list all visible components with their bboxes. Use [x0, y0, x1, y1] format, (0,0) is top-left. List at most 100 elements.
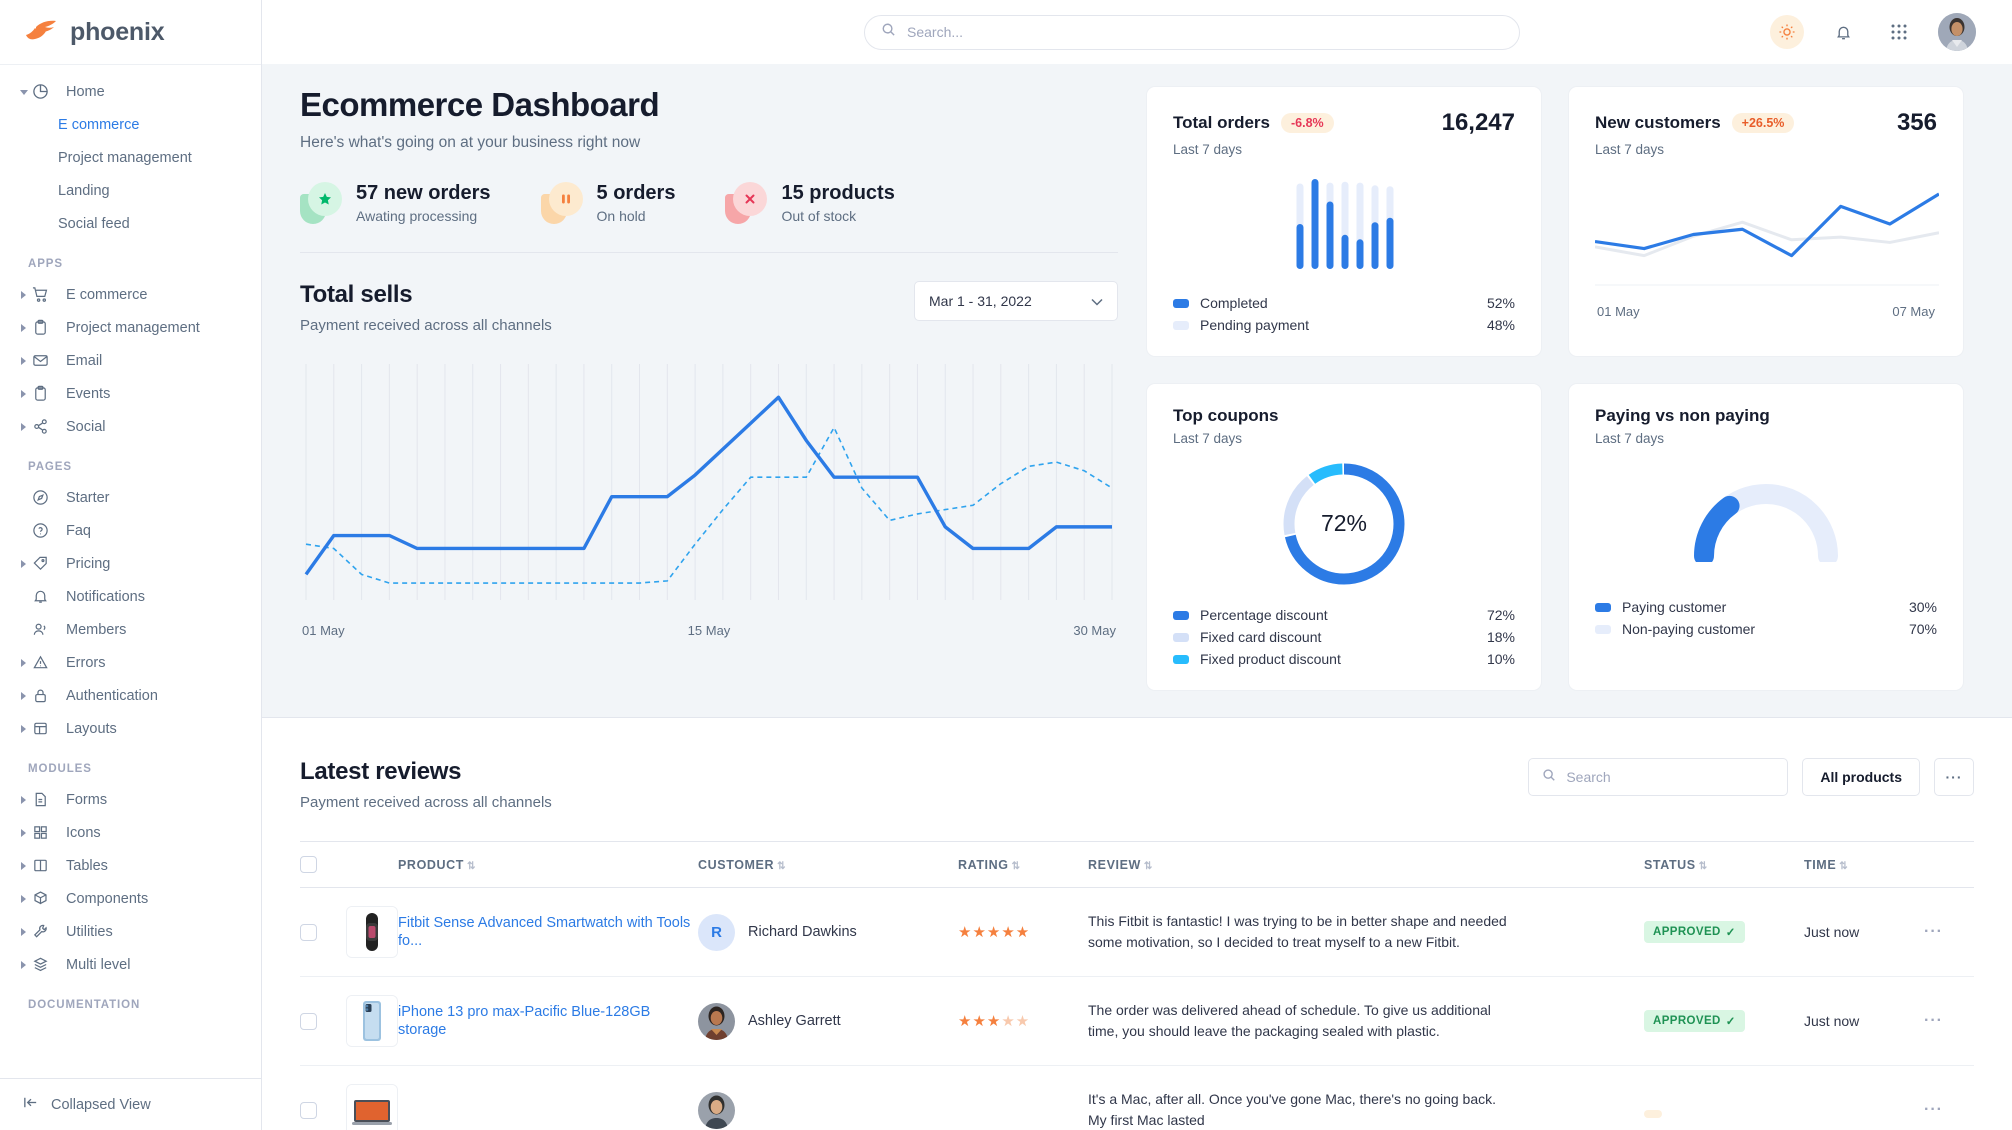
- caret-right-icon: [16, 861, 32, 870]
- legend-swatch: [1173, 654, 1189, 664]
- status-label: APPROVED: [1653, 926, 1721, 938]
- sidebar-item-faq[interactable]: Faq: [0, 514, 261, 547]
- sidebar-item-events[interactable]: Events: [0, 377, 261, 410]
- product-thumbnail: [346, 906, 398, 958]
- sidebar-item-multi-level[interactable]: Multi level: [0, 948, 261, 981]
- sidebar-subitem-social-feed[interactable]: Social feed: [58, 215, 130, 232]
- sidebar-item-home[interactable]: Home: [0, 75, 261, 108]
- sidebar-item-email[interactable]: Email: [0, 344, 261, 377]
- sidebar-item-social[interactable]: Social: [0, 410, 261, 443]
- card-paying-vs-non-paying: Paying vs non paying Last 7 days Payi: [1568, 383, 1964, 691]
- card-top-coupons: Top coupons Last 7 days 72% Percentage: [1146, 383, 1542, 691]
- stat-new-orders-value: 57 new orders: [356, 182, 491, 204]
- caret-right-icon: [16, 828, 32, 837]
- cart-icon: [32, 286, 58, 303]
- row-checkbox[interactable]: [300, 1101, 317, 1119]
- column-customer-label: CUSTOMER: [698, 857, 775, 872]
- sidebar-subitem-ecommerce[interactable]: E commerce: [58, 116, 140, 133]
- legend-item: Pending payment 48%: [1173, 314, 1515, 336]
- row-product-cell: iPhone 13 pro max-Pacific Blue-128GB sto…: [398, 976, 698, 1066]
- latest-reviews-header: Latest reviews Payment received across a…: [300, 758, 1974, 811]
- column-review[interactable]: REVIEW ⇅: [1088, 841, 1644, 888]
- sidebar-item-notifications[interactable]: Notifications: [0, 580, 261, 613]
- sidebar-item-e-commerce[interactable]: E commerce: [0, 278, 261, 311]
- sidebar-item-utilities-label: Utilities: [66, 923, 113, 940]
- avatar[interactable]: [1938, 13, 1976, 51]
- column-product[interactable]: PRODUCT ⇅: [398, 841, 698, 888]
- sidebar-item-starter-label: Starter: [66, 489, 110, 506]
- sidebar-item-members[interactable]: Members: [0, 613, 261, 646]
- caret-right-icon: [16, 290, 32, 299]
- total-sells-chart: 01 May 15 May 30 May: [300, 360, 1118, 638]
- legend-label: Fixed product discount: [1200, 651, 1341, 667]
- column-status[interactable]: STATUS ⇅: [1644, 841, 1804, 888]
- sidebar-item-forms[interactable]: Forms: [0, 783, 261, 816]
- column-rating[interactable]: RATING ⇅: [958, 841, 1088, 888]
- search-input[interactable]: [907, 24, 1503, 40]
- tag-icon: [32, 555, 58, 572]
- row-rating-cell: ★★★★★: [958, 887, 1088, 977]
- reviews-search[interactable]: [1528, 758, 1789, 796]
- grid-squares-icon: [32, 824, 58, 841]
- sidebar-item-errors[interactable]: Errors: [0, 646, 261, 679]
- wrench-icon: [32, 923, 58, 940]
- lock-icon: [32, 687, 58, 704]
- sidebar-item-starter[interactable]: Starter: [0, 481, 261, 514]
- new-customers-x-axis: 01 May 07 May: [1595, 304, 1937, 319]
- reviews-more-button[interactable]: ···: [1934, 758, 1974, 796]
- sidebar-item-icons-label: Icons: [66, 824, 101, 841]
- row-checkbox[interactable]: [300, 1012, 317, 1030]
- sidebar-item-icons[interactable]: Icons: [0, 816, 261, 849]
- bell-icon: [32, 588, 58, 605]
- sidebar-item-project-management[interactable]: Project management: [0, 311, 261, 344]
- legend-swatch: [1173, 632, 1189, 642]
- sidebar-item-utilities[interactable]: Utilities: [0, 915, 261, 948]
- sidebar-item-authentication-label: Authentication: [66, 687, 158, 704]
- sidebar-subitem-landing[interactable]: Landing: [58, 182, 110, 199]
- sidebar-item-components[interactable]: Components: [0, 882, 261, 915]
- bell-icon[interactable]: [1826, 15, 1860, 49]
- product-thumbnail: [346, 995, 398, 1047]
- collapsed-view-button[interactable]: Collapsed View: [0, 1078, 261, 1130]
- column-customer[interactable]: CUSTOMER ⇅: [698, 841, 958, 888]
- date-range-select[interactable]: Mar 1 - 31, 2022: [914, 281, 1118, 321]
- product-link[interactable]: Fitbit Sense Advanced Smartwatch with To…: [398, 915, 691, 949]
- reviews-search-input[interactable]: [1566, 769, 1775, 785]
- row-more-button[interactable]: ···: [1924, 1012, 1943, 1029]
- row-more-button[interactable]: ···: [1924, 923, 1943, 940]
- row-status-cell: APPROVED ✓: [1644, 976, 1804, 1066]
- sidebar-item-layouts[interactable]: Layouts: [0, 712, 261, 745]
- sun-icon[interactable]: [1770, 15, 1804, 49]
- select-all-checkbox[interactable]: [300, 856, 317, 873]
- brand[interactable]: phoenix: [0, 0, 261, 64]
- sidebar-item-tables-label: Tables: [66, 857, 108, 874]
- legend-value: 48%: [1486, 317, 1515, 333]
- table-row: Fitbit Sense Advanced Smartwatch with To…: [300, 887, 1974, 977]
- sidebar-item-tables[interactable]: Tables: [0, 849, 261, 882]
- all-products-button[interactable]: All products: [1802, 758, 1920, 796]
- caret-right-icon: [16, 323, 32, 332]
- row-more-button[interactable]: ···: [1924, 1101, 1943, 1118]
- topbar-actions: [1770, 13, 1976, 51]
- series-current: [1594, 192, 1940, 258]
- column-time[interactable]: TIME ⇅: [1804, 841, 1924, 888]
- sidebar-item-project-management-label: Project management: [66, 319, 200, 336]
- row-review-cell: It's a Mac, after all. Once you've gone …: [1088, 1065, 1644, 1130]
- row-checkbox[interactable]: [300, 923, 317, 941]
- card-total-orders: Total orders -6.8% 16,247 Last 7 days Co…: [1146, 86, 1542, 357]
- right-column: Total orders -6.8% 16,247 Last 7 days Co…: [1146, 86, 1974, 691]
- column-product-label: PRODUCT: [398, 857, 465, 872]
- product-link[interactable]: iPhone 13 pro max-Pacific Blue-128GB sto…: [398, 1004, 651, 1038]
- sidebar-item-pricing-label: Pricing: [66, 555, 111, 572]
- compass-icon: [32, 489, 58, 506]
- apps-grid-icon[interactable]: [1882, 15, 1916, 49]
- sidebar-item-pricing[interactable]: Pricing: [0, 547, 261, 580]
- phoenix-logo-icon: [24, 19, 58, 45]
- review-text: It's a Mac, after all. Once you've gone …: [1088, 1091, 1497, 1128]
- sidebar-item-authentication[interactable]: Authentication: [0, 679, 261, 712]
- global-search[interactable]: [864, 14, 1520, 50]
- sidebar-subitem-project-management[interactable]: Project management: [58, 149, 192, 166]
- x-tick-1: 15 May: [687, 623, 731, 638]
- legend-value: 18%: [1486, 629, 1515, 645]
- row-product-cell: [398, 1065, 698, 1130]
